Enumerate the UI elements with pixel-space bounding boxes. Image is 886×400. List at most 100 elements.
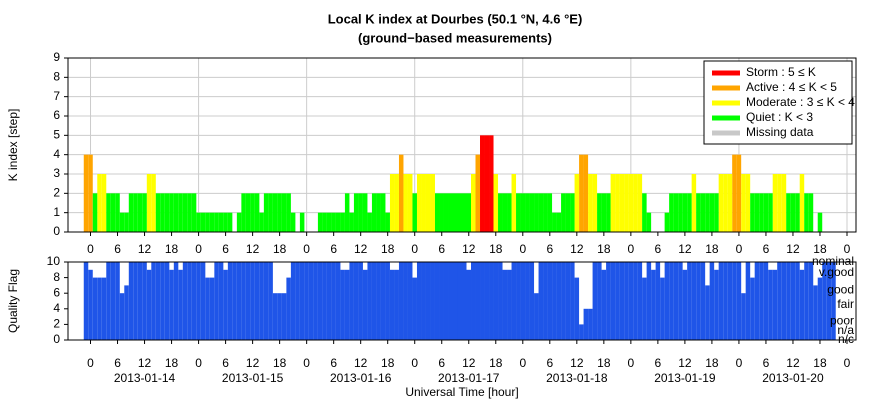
bar — [790, 262, 796, 340]
bar — [727, 174, 733, 232]
bar — [191, 262, 197, 340]
bar — [520, 193, 526, 232]
bar — [187, 193, 192, 232]
y-tick-label: 3 — [53, 166, 60, 180]
bar — [538, 262, 544, 340]
bar — [182, 193, 188, 232]
plot-frame — [67, 57, 857, 233]
bar — [736, 262, 742, 340]
y-tick-label: 10 — [47, 254, 61, 268]
bar — [741, 174, 746, 232]
bar — [394, 269, 399, 340]
bar — [353, 193, 359, 232]
bar — [227, 212, 233, 232]
x-tick-label: 0 — [195, 356, 202, 370]
x-tick-label: 0 — [844, 242, 851, 256]
bar — [407, 262, 413, 340]
bar — [597, 262, 602, 340]
bar — [736, 154, 742, 232]
x-axis-label: Universal Time [hour] — [405, 385, 518, 399]
bar — [583, 154, 589, 232]
bar — [371, 262, 377, 340]
x-tick-label: 18 — [273, 242, 287, 256]
bar — [633, 262, 638, 340]
bar — [817, 277, 823, 340]
bar — [754, 193, 760, 232]
bar — [268, 193, 273, 232]
bar — [263, 262, 269, 340]
bar — [556, 212, 562, 232]
bar — [457, 262, 462, 340]
bar — [619, 174, 625, 232]
bar — [349, 262, 354, 340]
bar — [529, 262, 535, 340]
bar — [493, 262, 499, 340]
x-tick-label: 18 — [165, 242, 179, 256]
bar — [326, 212, 332, 232]
bar — [525, 262, 530, 340]
bar — [673, 262, 679, 340]
x-tick-label: 6 — [114, 356, 121, 370]
bar — [484, 135, 490, 232]
bar — [430, 174, 435, 232]
bar — [790, 193, 796, 232]
bar — [601, 193, 607, 232]
x-tick-label: 0 — [411, 356, 418, 370]
bar — [218, 212, 224, 232]
bar — [151, 174, 156, 232]
bar — [407, 174, 413, 232]
bar — [286, 193, 291, 232]
bar — [151, 262, 156, 340]
bar — [448, 262, 453, 340]
legend-label: Quiet : K < 3 — [746, 110, 813, 124]
legend-label: Missing data — [746, 125, 814, 139]
bar — [304, 262, 309, 340]
bar — [714, 193, 719, 232]
y-tick-label: 2 — [53, 317, 60, 331]
bar — [723, 174, 728, 232]
quality-level-label: fair — [837, 297, 854, 311]
bar — [443, 193, 449, 232]
bar — [290, 262, 296, 340]
bar — [344, 193, 350, 232]
bar — [119, 212, 125, 232]
bar — [772, 174, 778, 232]
bar — [498, 193, 503, 232]
bar — [110, 262, 116, 340]
bar — [786, 262, 791, 340]
bar — [425, 262, 431, 340]
x-tick-label: 12 — [138, 242, 152, 256]
bar — [362, 193, 368, 232]
bar — [128, 262, 134, 340]
bar — [502, 269, 508, 340]
bar — [529, 193, 535, 232]
bar — [380, 193, 386, 232]
bar — [570, 193, 575, 232]
x-tick-label: 6 — [438, 356, 445, 370]
bar — [178, 193, 183, 232]
x-tick-label: 18 — [381, 356, 395, 370]
bar — [588, 308, 593, 340]
bar — [547, 262, 553, 340]
y-tick-label: 7 — [53, 89, 60, 103]
bar — [480, 262, 485, 340]
bar — [637, 262, 643, 340]
x-tick-label: 18 — [489, 242, 503, 256]
bar — [642, 193, 647, 232]
bar — [750, 277, 755, 340]
bar — [286, 277, 291, 340]
bar — [808, 193, 814, 232]
x-tick-label: 6 — [330, 242, 337, 256]
bar — [209, 212, 215, 232]
bar — [331, 212, 336, 232]
quality-level-label: nominal — [812, 254, 854, 268]
y-tick-label: 9 — [53, 50, 60, 64]
bar — [682, 193, 688, 232]
bar — [664, 262, 670, 340]
bar — [421, 174, 426, 232]
date-label: 2013-01-14 — [114, 371, 176, 385]
bar — [781, 174, 787, 232]
bar — [128, 193, 134, 232]
bar — [295, 262, 300, 340]
bar — [214, 262, 219, 340]
